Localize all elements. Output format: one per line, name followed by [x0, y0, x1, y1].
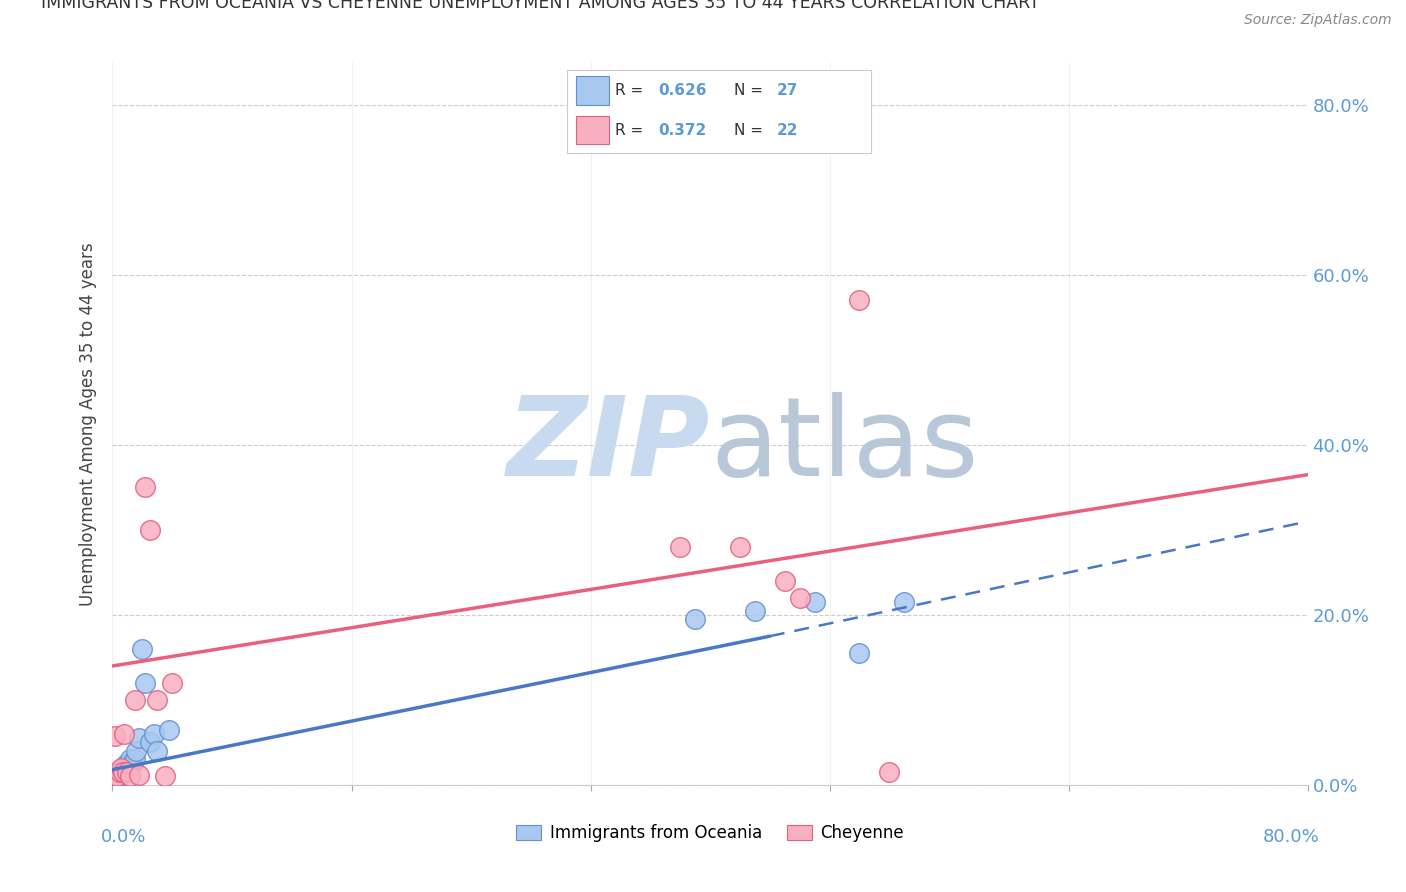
Point	[683, 612, 706, 626]
Point	[114, 727, 135, 741]
Point	[789, 591, 811, 605]
Point	[104, 729, 127, 743]
Point	[124, 752, 146, 766]
Point	[121, 756, 143, 771]
Point	[139, 523, 162, 537]
Point	[120, 752, 142, 766]
Point	[103, 769, 125, 783]
Point	[162, 676, 183, 690]
Point	[117, 761, 139, 775]
Point	[104, 768, 127, 782]
Point	[124, 693, 146, 707]
Point	[879, 765, 901, 780]
Point	[848, 646, 870, 660]
Point	[114, 765, 135, 780]
Point	[773, 574, 796, 588]
Point	[146, 693, 169, 707]
Point	[118, 756, 141, 771]
Point	[143, 727, 166, 741]
Point	[120, 769, 142, 783]
Point	[848, 293, 870, 308]
Text: atlas: atlas	[710, 392, 979, 499]
Point	[669, 540, 692, 554]
Point	[157, 723, 180, 737]
Point	[111, 761, 134, 775]
Point	[134, 676, 156, 690]
Text: ZIP: ZIP	[506, 392, 710, 499]
Point	[131, 642, 153, 657]
Point	[105, 769, 128, 783]
Point	[110, 761, 132, 775]
Text: IMMIGRANTS FROM OCEANIA VS CHEYENNE UNEMPLOYMENT AMONG AGES 35 TO 44 YEARS CORRE: IMMIGRANTS FROM OCEANIA VS CHEYENNE UNEM…	[41, 0, 1039, 12]
Legend: Immigrants from Oceania, Cheyenne: Immigrants from Oceania, Cheyenne	[509, 818, 911, 849]
Point	[125, 744, 148, 758]
Text: 0.0%: 0.0%	[101, 829, 146, 847]
Point	[105, 771, 128, 785]
Point	[110, 765, 132, 780]
Point	[107, 765, 129, 780]
Point	[803, 595, 825, 609]
Point	[128, 731, 150, 746]
Point	[108, 769, 131, 783]
Point	[728, 540, 751, 554]
Point	[134, 480, 156, 494]
Text: Source: ZipAtlas.com: Source: ZipAtlas.com	[1244, 13, 1392, 28]
Text: 80.0%: 80.0%	[1263, 829, 1320, 847]
Point	[108, 765, 131, 780]
Point	[111, 765, 134, 780]
Point	[117, 765, 139, 780]
Y-axis label: Unemployment Among Ages 35 to 44 years: Unemployment Among Ages 35 to 44 years	[79, 242, 97, 606]
Point	[139, 735, 162, 749]
Point	[744, 604, 766, 618]
Point	[103, 769, 125, 783]
Point	[146, 744, 169, 758]
Point	[115, 756, 138, 771]
Point	[893, 595, 915, 609]
Point	[153, 769, 176, 783]
Point	[128, 768, 150, 782]
